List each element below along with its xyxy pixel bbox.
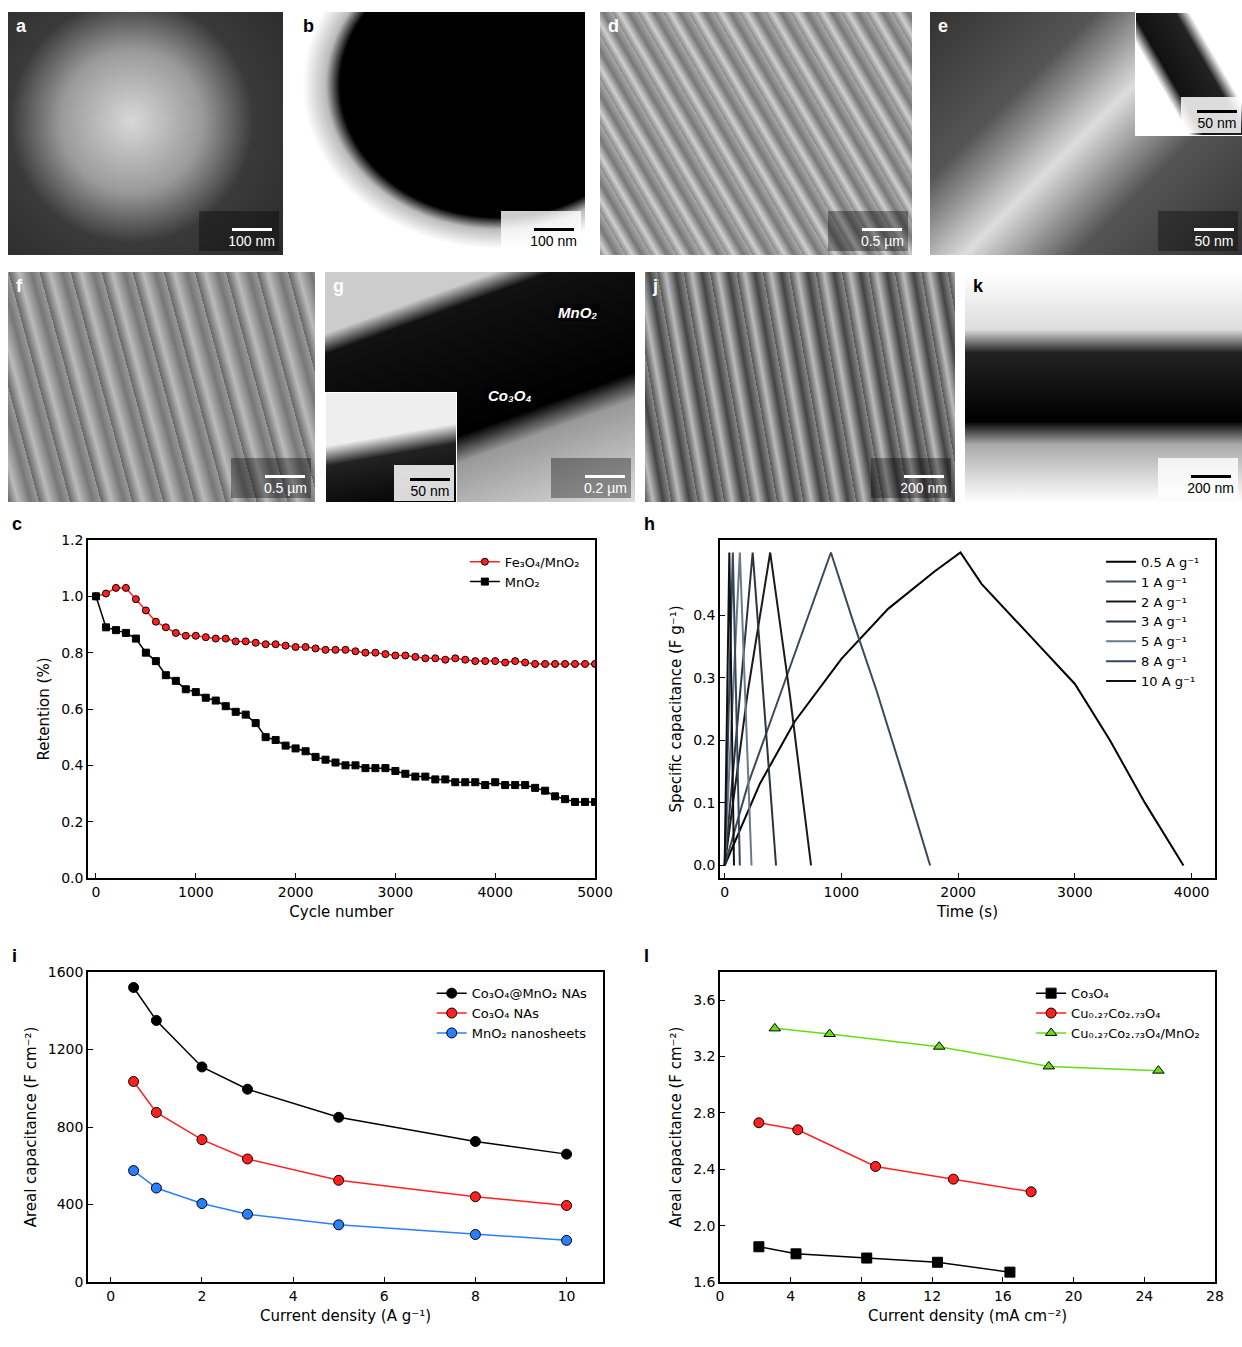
html-text:i: i [12,946,17,966]
svg-text:2.4: 2.4 [693,1161,715,1177]
svg-text:1600: 1600 [48,964,84,980]
svg-text:1000: 1000 [824,884,860,900]
svg-text:6: 6 [380,1288,389,1304]
html-text:100 nm: 100 nm [228,233,275,249]
svg-text:Current density (mA cm⁻²): Current density (mA cm⁻²) [868,1307,1067,1325]
html-text:l: l [644,946,649,966]
html-text:j: j [653,276,658,296]
svg-text:0: 0 [716,1288,725,1304]
svg-text:24: 24 [1135,1288,1153,1304]
svg-text:8: 8 [857,1288,866,1304]
svg-text:4: 4 [786,1288,795,1304]
svg-text:0.0: 0.0 [693,857,715,873]
svg-text:0: 0 [92,884,101,900]
svg-text:3000: 3000 [1057,884,1093,900]
svg-text:5 A g⁻¹: 5 A g⁻¹ [1141,634,1187,649]
svg-text:10: 10 [558,1288,576,1304]
svg-text:0.8: 0.8 [61,645,83,661]
svg-text:2.8: 2.8 [693,1105,715,1121]
svg-text:0: 0 [720,884,729,900]
svg-text:0.2: 0.2 [61,814,83,830]
svg-text:1.2: 1.2 [61,532,83,548]
html-text:e: e [938,16,948,36]
svg-text:Co₃O₄ NAs: Co₃O₄ NAs [472,1006,539,1021]
svg-text:2000: 2000 [278,884,314,900]
svg-text:Current density (A g⁻¹): Current density (A g⁻¹) [260,1307,431,1325]
svg-text:0.4: 0.4 [693,607,715,623]
html-text:k: k [973,276,983,296]
html-text:f: f [16,276,22,296]
html-text:c: c [12,514,22,534]
svg-text:4000: 4000 [477,884,513,900]
html-text:0.2 µm: 0.2 µm [583,480,627,496]
svg-text:MnO₂: MnO₂ [505,575,540,590]
svg-text:1 A g⁻¹: 1 A g⁻¹ [1141,575,1187,590]
svg-text:Fe₃O₄/MnO₂: Fe₃O₄/MnO₂ [505,555,580,570]
html-text:a: a [16,16,26,36]
svg-text:0.0: 0.0 [61,870,83,886]
svg-text:Areal capacitance (F cm⁻²): Areal capacitance (F cm⁻²) [22,1027,40,1228]
svg-text:28: 28 [1206,1288,1224,1304]
svg-text:Specific capacitance (F g⁻¹): Specific capacitance (F g⁻¹) [667,605,685,812]
svg-text:2: 2 [197,1288,206,1304]
svg-text:3.2: 3.2 [693,1048,715,1064]
svg-text:20: 20 [1065,1288,1083,1304]
svg-text:Co₃O₄: Co₃O₄ [1071,986,1109,1001]
svg-text:800: 800 [57,1119,84,1135]
svg-text:1200: 1200 [48,1041,84,1057]
svg-text:0.1: 0.1 [693,795,715,811]
svg-text:12: 12 [923,1288,941,1304]
svg-text:Co₃O₄@MnO₂ NAs: Co₃O₄@MnO₂ NAs [472,986,587,1001]
svg-text:2000: 2000 [940,884,976,900]
svg-text:1000: 1000 [178,884,214,900]
html-text:200 nm: 200 nm [1187,480,1234,496]
svg-text:2 A g⁻¹: 2 A g⁻¹ [1141,595,1187,610]
svg-text:Cu₀.₂₇Co₂.₇₃O₄: Cu₀.₂₇Co₂.₇₃O₄ [1071,1006,1160,1021]
svg-text:Cu₀.₂₇Co₂.₇₃O₄/MnO₂: Cu₀.₂₇Co₂.₇₃O₄/MnO₂ [1071,1026,1200,1041]
svg-text:3.6: 3.6 [693,992,715,1008]
svg-text:MnO₂ nanosheets: MnO₂ nanosheets [472,1026,587,1041]
svg-text:Cycle number: Cycle number [289,903,394,921]
html-text:50 nm: 50 nm [1194,233,1234,249]
svg-text:5000: 5000 [577,884,613,900]
html-text:MnO₂: MnO₂ [558,304,597,321]
svg-text:0.5 A g⁻¹: 0.5 A g⁻¹ [1141,555,1199,570]
svg-text:400: 400 [57,1196,84,1212]
svg-text:3000: 3000 [378,884,414,900]
svg-text:Retention (%): Retention (%) [35,657,53,760]
html-text:100 nm: 100 nm [530,233,577,249]
svg-text:8: 8 [471,1288,480,1304]
svg-text:0: 0 [75,1274,84,1290]
svg-text:1.0: 1.0 [61,588,83,604]
html-text:g: g [333,276,344,296]
svg-text:0.6: 0.6 [61,701,83,717]
html-text:b: b [303,16,314,36]
svg-text:10 A g⁻¹: 10 A g⁻¹ [1141,674,1195,689]
svg-text:0.2: 0.2 [693,732,715,748]
html-text:d: d [608,16,619,36]
svg-text:Areal capacitance (F cm⁻²): Areal capacitance (F cm⁻²) [667,1027,685,1228]
html-text:50 nm: 50 nm [410,483,450,499]
svg-text:16: 16 [994,1288,1012,1304]
html-text:Co₃O₄: Co₃O₄ [488,387,532,404]
svg-text:1.6: 1.6 [693,1274,715,1290]
svg-text:4: 4 [289,1288,298,1304]
svg-text:0.4: 0.4 [61,757,83,773]
svg-text:0.3: 0.3 [693,670,715,686]
svg-text:4000: 4000 [1174,884,1210,900]
svg-text:8 A g⁻¹: 8 A g⁻¹ [1141,654,1187,669]
html-text:0.5 µm: 0.5 µm [263,480,307,496]
svg-text:2.0: 2.0 [693,1218,715,1234]
html-text:50 nm: 50 nm [1197,115,1237,131]
svg-text:Time (s): Time (s) [936,903,998,921]
svg-text:3 A g⁻¹: 3 A g⁻¹ [1141,614,1187,629]
svg-text:0: 0 [106,1288,115,1304]
html-text:200 nm: 200 nm [900,480,947,496]
html-text:0.5 µm: 0.5 µm [860,233,904,249]
html-text:h: h [644,514,655,534]
